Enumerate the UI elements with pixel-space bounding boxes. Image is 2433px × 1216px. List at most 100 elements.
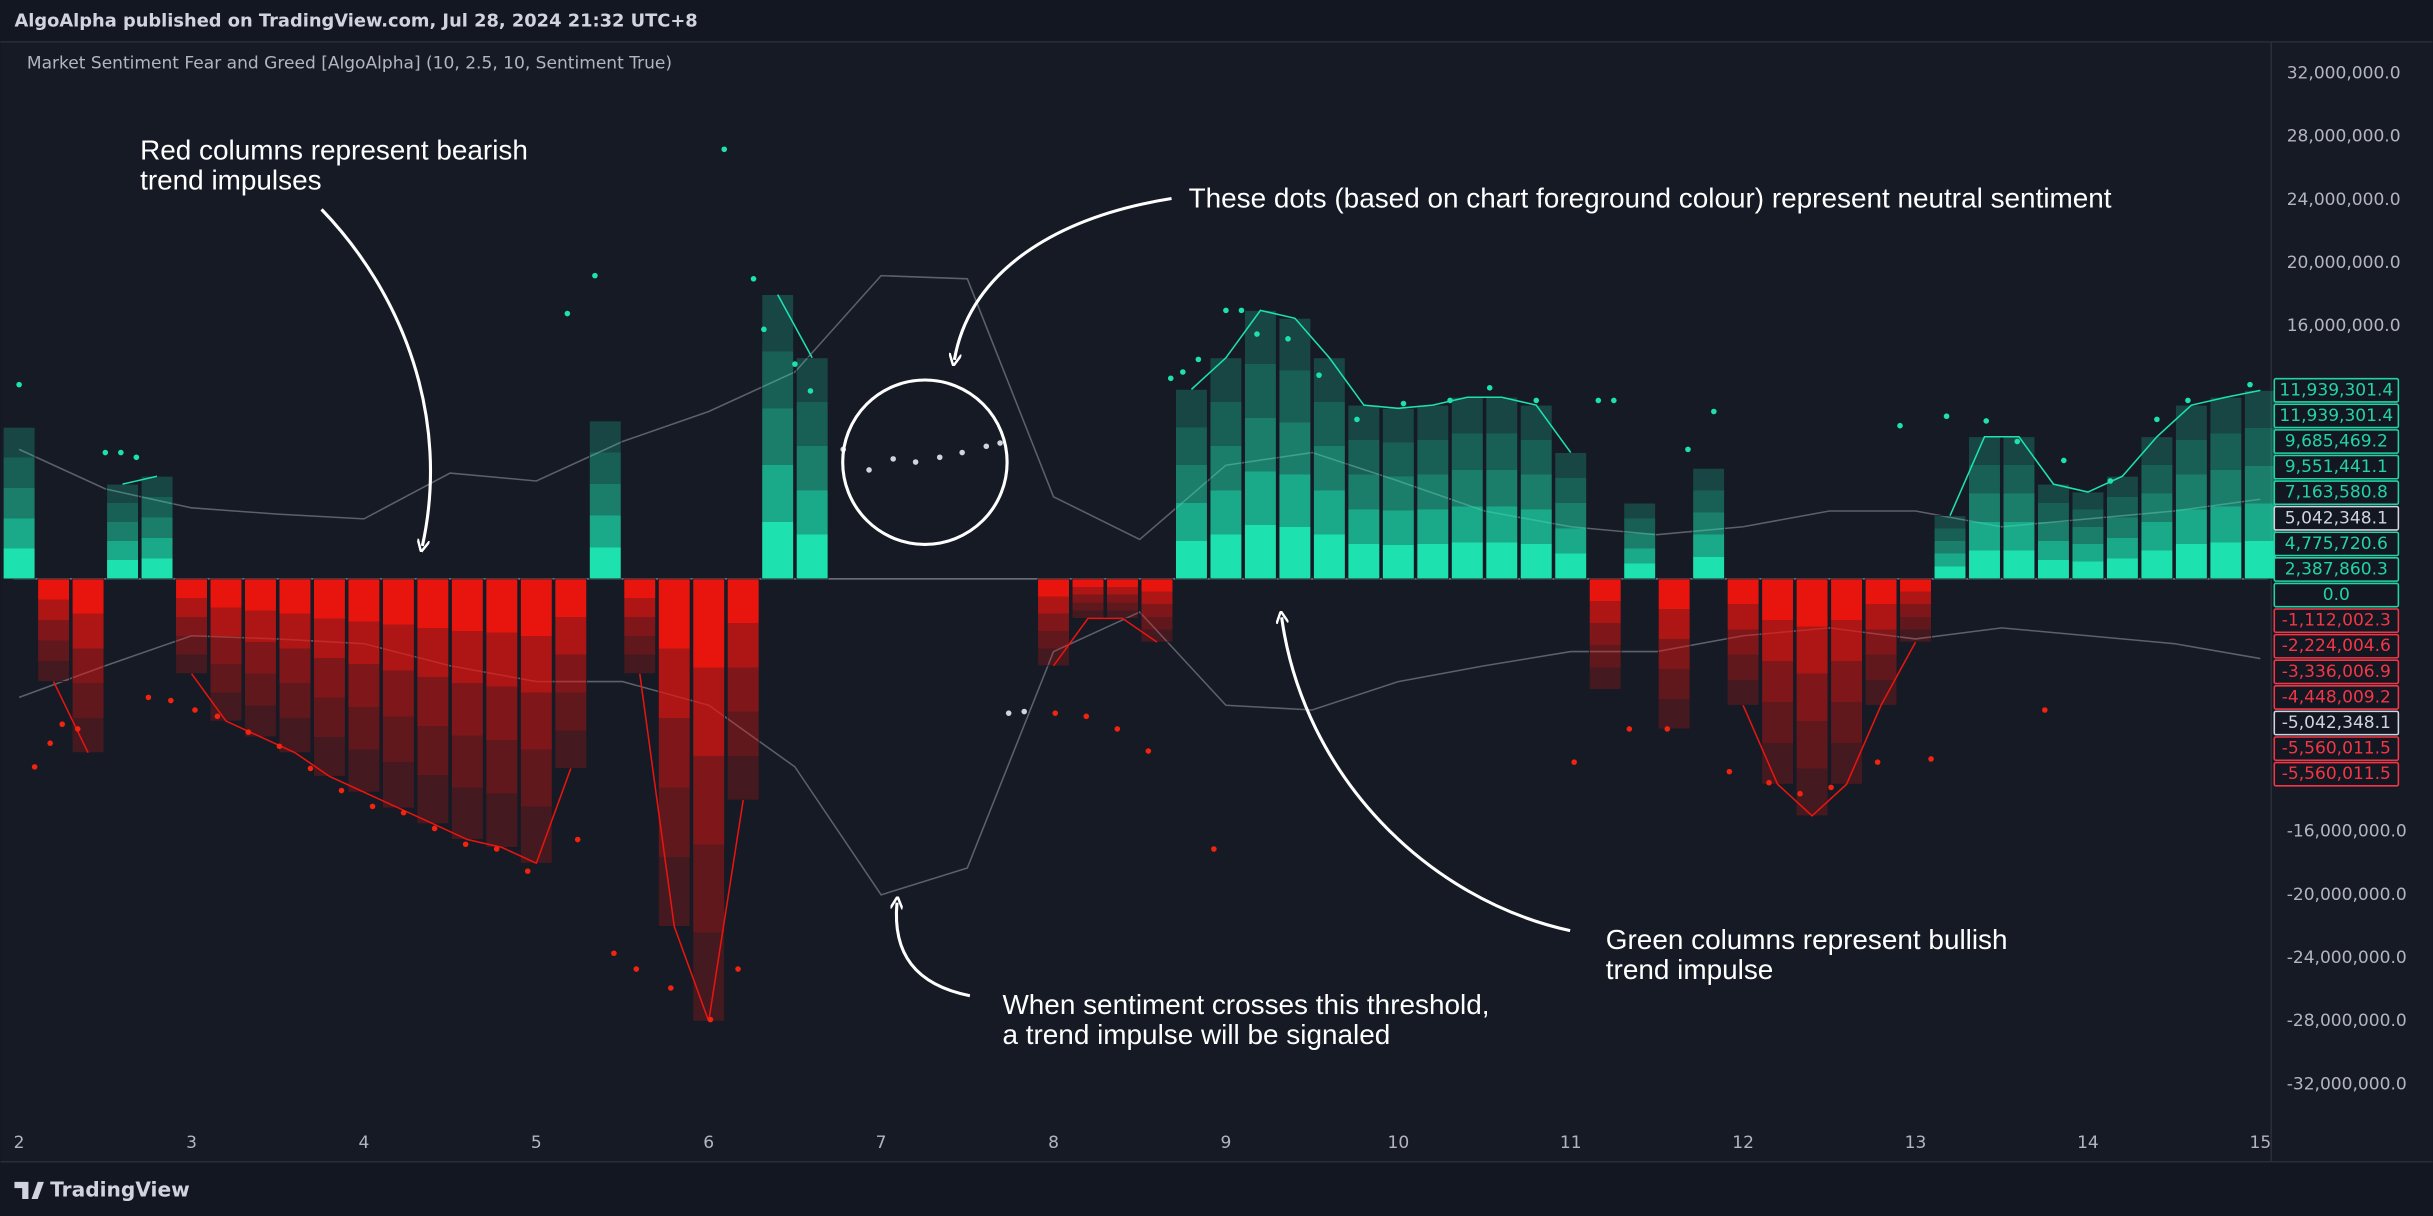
price-tag: [2273, 761, 2400, 787]
column: [2106, 475, 2139, 580]
sentiment-dot: [890, 456, 896, 462]
column: [623, 578, 657, 675]
column: [416, 578, 450, 825]
sentiment-dot: [1238, 307, 1245, 314]
column: [244, 578, 277, 738]
sentiment-dot: [1797, 790, 1803, 797]
column: [140, 475, 174, 580]
sentiment-dot: [118, 449, 124, 456]
column: [657, 578, 691, 927]
x-tick-label: 12: [1732, 1133, 1754, 1153]
sentiment-dot: [1664, 726, 1671, 732]
price-tag: [2273, 633, 2400, 659]
sentiment-dot: [750, 276, 757, 282]
column: [347, 578, 381, 793]
column: [520, 578, 553, 864]
price-tag-label: -5,042,348.1: [2282, 713, 2391, 733]
x-tick-label: 11: [1560, 1133, 1582, 1153]
sentiment-dot: [400, 809, 407, 816]
sentiment-dot: [2061, 457, 2067, 464]
sentiment-dot: [2154, 416, 2160, 423]
sentiment-dot: [2185, 397, 2191, 404]
sentiment-dot: [1167, 375, 1174, 382]
price-tag: [2273, 710, 2400, 736]
column: [1140, 578, 1174, 643]
price-tag-label: 5,042,348.1: [2285, 508, 2388, 528]
column: [1657, 578, 1691, 730]
sentiment-dot: [735, 966, 741, 972]
sentiment-dot: [338, 787, 345, 794]
column: [589, 420, 622, 580]
price-tag-label: 4,775,720.6: [2285, 534, 2388, 554]
column: [1278, 317, 1312, 580]
column-envelope: [1949, 389, 2261, 517]
column: [1485, 396, 1519, 580]
sentiment-dot: [1726, 768, 1733, 775]
tradingview-logo: [14, 1181, 44, 1199]
x-tick-label: 10: [1387, 1133, 1409, 1153]
sentiment-dot: [462, 841, 469, 848]
sentiment-dot: [707, 1016, 714, 1023]
column: [2002, 436, 2036, 580]
sentiment-dot: [1021, 708, 1028, 715]
column-envelope: [1742, 641, 1917, 817]
sentiment-dot: [493, 846, 500, 852]
column: [554, 578, 588, 769]
column: [2244, 389, 2277, 580]
column: [1416, 404, 1450, 580]
sentiment-dot: [1626, 726, 1633, 732]
price-tag: [2273, 480, 2400, 506]
y-tick-label: -24,000,000.0: [2287, 948, 2407, 968]
price-tag-label: -2,224,004.6: [2282, 636, 2391, 656]
sentiment-dot: [983, 443, 990, 450]
column-envelope: [190, 673, 572, 865]
arrow: [320, 208, 433, 546]
column-envelope: [122, 475, 158, 485]
price-tag: [2273, 557, 2400, 582]
sentiment-dot: [1052, 710, 1059, 716]
column: [1106, 578, 1139, 619]
price-tag-label: -3,336,006.9: [2282, 662, 2391, 682]
sentiment-dot: [1874, 759, 1881, 765]
price-tag: [2273, 736, 2400, 762]
sentiment-dot: [866, 467, 872, 473]
annotation-arrows: [320, 196, 1571, 998]
sentiment-dot: [1005, 710, 1012, 716]
column: [1830, 578, 1863, 785]
price-tag-label: 9,685,469.2: [2285, 432, 2388, 452]
x-tick-label: 6: [703, 1133, 714, 1153]
price-tag-label: -1,112,002.3: [2282, 611, 2391, 631]
sentiment-dot: [1897, 422, 1903, 429]
sentiment-dot: [168, 697, 174, 704]
sentiment-dot: [1595, 397, 1602, 404]
sentiment-dot: [245, 729, 252, 735]
sentiment-dot: [1943, 413, 1950, 420]
column: [1037, 578, 1070, 667]
footer-brand: TradingView: [50, 1178, 190, 1202]
sentiment-dot: [668, 985, 674, 991]
column: [2175, 404, 2208, 580]
sentiment-dot: [2042, 707, 2048, 713]
column: [175, 578, 208, 675]
sentiment-dot: [74, 726, 81, 732]
threshold-line: [18, 274, 2261, 541]
sentiment-dot: [47, 740, 53, 746]
column: [2071, 491, 2105, 580]
column: [2140, 436, 2174, 580]
x-tick-label: 15: [2249, 1133, 2271, 1153]
column: [209, 578, 243, 722]
sentiment-dot: [1211, 846, 1217, 852]
sentiment-dot: [133, 454, 140, 461]
column: [106, 483, 139, 580]
column: [1519, 404, 1553, 580]
column: [1209, 357, 1243, 580]
sentiment-dot: [1195, 356, 1202, 363]
y-tick-label: 16,000,000.0: [2287, 316, 2401, 336]
sentiment-dot: [1766, 779, 1772, 786]
column: [1244, 310, 1277, 580]
x-tick-label: 5: [531, 1133, 542, 1153]
annotation: Red columns represent bearish: [140, 134, 528, 165]
sentiment-dot: [145, 694, 152, 701]
column: [1795, 578, 1829, 817]
sentiment-dot: [307, 765, 314, 772]
